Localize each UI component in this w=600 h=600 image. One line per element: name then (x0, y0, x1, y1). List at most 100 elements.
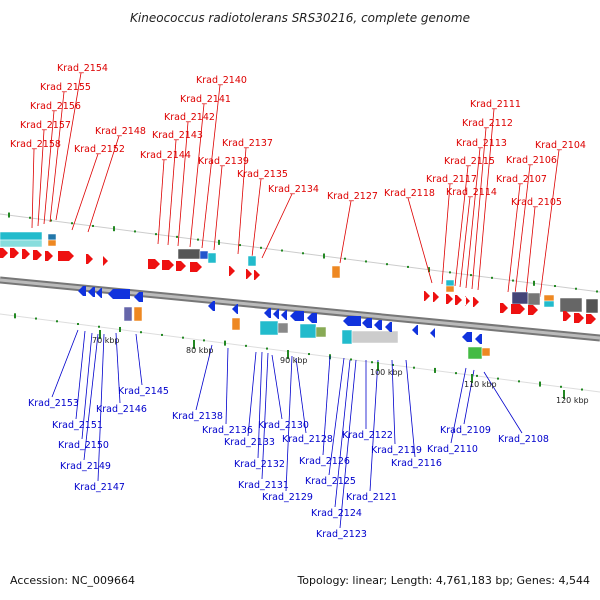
reverse-gene-label: Krad_2121 (346, 492, 397, 503)
reverse-gene-arrow (281, 310, 287, 320)
scale-tick (287, 350, 289, 359)
forward-gene-label: Krad_2154 (57, 63, 108, 74)
forward-gene-label: Krad_2143 (152, 130, 203, 141)
reverse-leader-line (195, 344, 213, 411)
track-tick (182, 336, 184, 339)
reverse-leader-line (261, 352, 269, 480)
forward-leader-line (71, 153, 99, 231)
forward-gene-label: Krad_2158 (10, 139, 61, 150)
forward-gene-arrow (500, 303, 508, 313)
reverse-gene-label: Krad_2116 (391, 458, 442, 469)
reverse-leader-line (75, 330, 86, 420)
feature-block (199, 250, 209, 260)
scale-tick (193, 340, 195, 349)
forward-leader-line (514, 164, 531, 295)
forward-leader-line (539, 149, 560, 298)
forward-gene-arrow (424, 291, 430, 301)
forward-gene-arrow (162, 260, 174, 270)
reverse-leader-line (271, 354, 283, 420)
track-tick (413, 366, 415, 369)
track-tick (260, 246, 262, 249)
forward-gene-label: Krad_2106 (506, 155, 557, 166)
reverse-gene-label: Krad_2146 (96, 404, 147, 415)
scale-tick (563, 390, 565, 399)
forward-gene-label: Krad_2107 (496, 174, 547, 185)
reverse-leader-line (225, 347, 229, 425)
reverse-leader-line (83, 333, 99, 461)
forward-gene-label: Krad_2148 (95, 126, 146, 137)
track-tick (470, 274, 472, 277)
track-tick (392, 363, 394, 366)
forward-leader-line (261, 193, 293, 259)
forward-leader-line (507, 183, 521, 293)
reverse-leader-line (450, 367, 467, 444)
track-tick (449, 271, 451, 274)
forward-gene-arrow (465, 296, 470, 306)
track-tick (197, 238, 199, 241)
track-tick (77, 323, 79, 326)
reverse-gene-label: Krad_2119 (371, 445, 422, 456)
scale-label: 90 kbp (280, 356, 308, 365)
reverse-gene-label: Krad_2126 (299, 456, 350, 467)
track-tick (266, 347, 268, 350)
track-tick (365, 260, 367, 263)
forward-leader-line (201, 84, 221, 249)
reverse-gene-label: Krad_2125 (305, 476, 356, 487)
forward-gene-label: Krad_2118 (384, 188, 435, 199)
feature-block (231, 317, 241, 331)
reverse-gene-arrow (343, 316, 361, 326)
forward-gene-arrow (254, 270, 260, 280)
track-tick (50, 219, 52, 222)
reverse-gene-arrow (462, 332, 472, 342)
scale-label: 100 kbp (370, 368, 403, 377)
feature-block (0, 231, 43, 241)
forward-gene-label: Krad_2117 (426, 174, 477, 185)
forward-gene-label: Krad_2137 (222, 138, 273, 149)
track-tick (554, 285, 556, 288)
track-tick (476, 374, 478, 377)
forward-leader-line (213, 165, 223, 251)
feature-block (47, 239, 57, 247)
forward-gene-arrow (246, 269, 252, 279)
reverse-gene-arrow (108, 289, 130, 299)
track-tick (434, 367, 436, 373)
track-tick (533, 280, 535, 286)
feature-block (331, 265, 341, 279)
reverse-leader-line (295, 357, 307, 434)
reverse-leader-line (285, 355, 293, 492)
feature-block (277, 322, 289, 334)
upper-track (0, 213, 600, 293)
scale-label: 110 kbp (464, 380, 497, 389)
track-tick (539, 381, 541, 387)
feature-block (445, 279, 455, 287)
track-tick (56, 320, 58, 323)
feature-block (481, 347, 491, 357)
track-tick (119, 326, 121, 332)
reverse-leader-line (334, 359, 351, 508)
forward-gene-arrow (45, 251, 53, 261)
forward-gene-label: Krad_2139 (198, 156, 249, 167)
feature-block (351, 330, 399, 344)
forward-gene-label: Krad_2104 (535, 140, 586, 151)
reverse-gene-label: Krad_2108 (498, 434, 549, 445)
reverse-gene-label: Krad_2132 (234, 459, 285, 470)
track-tick (302, 252, 304, 255)
gene-label-layer: Krad_2158 Krad_2157 Krad_2156 Krad_2155 Krad… (10, 63, 586, 540)
feature-block (585, 298, 599, 314)
reverse-gene-label: Krad_2130 (258, 420, 309, 431)
forward-gene-arrow (511, 304, 525, 314)
forward-leader-line (43, 110, 55, 225)
track-tick (239, 244, 241, 247)
reverse-gene-arrow (430, 328, 435, 338)
reverse-gene-arrow (88, 287, 95, 297)
forward-gene-arrow (22, 249, 30, 259)
reverse-gene-label: Krad_2123 (316, 529, 367, 540)
track-tick (350, 358, 352, 361)
track-tick (407, 265, 409, 268)
scale-label: 80 kbp (186, 346, 214, 355)
scale-tick (377, 362, 379, 371)
topology-summary: Topology: linear; Length: 4,761,183 bp; … (297, 574, 590, 587)
reverse-leader-line (115, 332, 121, 404)
track-tick (113, 226, 115, 232)
